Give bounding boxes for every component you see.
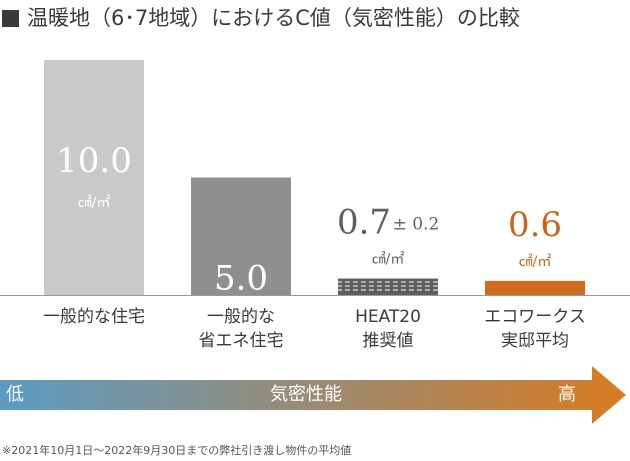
bar-general-house xyxy=(44,60,144,295)
unit-label: ㎠/㎡ xyxy=(225,313,258,329)
category-label-general-house: 一般的な住宅 xyxy=(14,305,174,329)
airtightness-arrow: 低 気密性能 高 xyxy=(0,366,630,424)
arrow-mid-label: 気密性能 xyxy=(270,384,342,405)
value-label: 10.0 xyxy=(56,141,132,181)
category-label-line: エコワークス xyxy=(484,307,586,327)
category-label-line: 推奨値 xyxy=(362,331,414,351)
category-label-ecoworks: エコワークス 実邸平均 xyxy=(455,305,615,353)
category-label-heat20: HEAT20 推奨値 xyxy=(308,305,468,353)
bar-tolerance-pattern xyxy=(338,281,438,292)
arrow-low-label: 低 xyxy=(6,384,24,405)
tolerance-label: ± 0.2 xyxy=(393,215,440,235)
bar-energy-saving-house xyxy=(191,177,291,295)
unit-label: ㎠/㎡ xyxy=(78,195,111,211)
bar-ecoworks xyxy=(485,280,585,295)
title-square-icon xyxy=(2,10,19,27)
arrow-high-label: 高 xyxy=(558,384,576,405)
value-label: 0.6 xyxy=(508,205,562,245)
value-label: 5.0 xyxy=(214,259,268,299)
title-text: 温暖地（6･7地域）におけるC値（気密性能）の比較 xyxy=(27,6,520,30)
c-value-bar-chart: 10.0 ㎠/㎡ 5.0 ㎠/㎡ 0.7 ± 0.2 ㎠/㎡ 0.6 ㎠/㎡ xyxy=(0,60,630,329)
value-label: 0.7 xyxy=(337,203,391,243)
category-label-energy-saving-house: 一般的な 省エネ住宅 xyxy=(161,305,321,353)
category-label-line: 実邸平均 xyxy=(501,331,569,351)
arrow-shape xyxy=(0,366,626,424)
category-label-line: HEAT20 xyxy=(355,307,421,327)
page-title: 温暖地（6･7地域）におけるC値（気密性能）の比較 xyxy=(0,0,520,36)
footnote: ※2021年10月1日～2022年9月30日までの弊社引き渡し物件の平均値 xyxy=(2,444,352,457)
category-label-line: 省エネ住宅 xyxy=(198,331,284,351)
category-label-line: 一般的な xyxy=(207,307,275,327)
category-label-line: 一般的な住宅 xyxy=(43,307,145,327)
unit-label: ㎠/㎡ xyxy=(519,254,552,270)
unit-label: ㎠/㎡ xyxy=(372,252,405,268)
